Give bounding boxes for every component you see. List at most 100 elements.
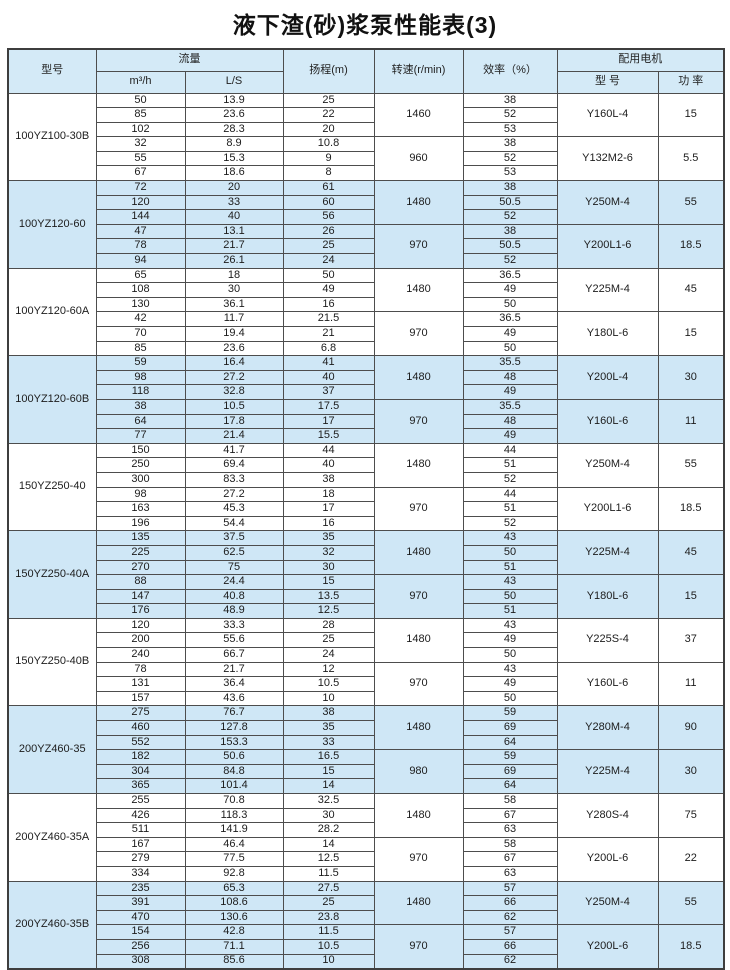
head-cell: 40 xyxy=(282,369,375,386)
table-row: 32 8.9 10.8 960 38 Y132M2-6 5.5 xyxy=(8,136,725,182)
flow-m3h-cell: 334 xyxy=(95,865,186,882)
efficiency-cell: 66 xyxy=(462,938,558,955)
flow-ls-cell: 23.6 xyxy=(184,107,284,123)
speed-cell: 970 xyxy=(373,398,464,444)
head-cell: 18 xyxy=(282,486,375,503)
flow-m3h-cell: 240 xyxy=(95,647,186,663)
flow-ls-cell: 15.3 xyxy=(184,150,284,167)
flow-m3h-cell: 65 xyxy=(95,267,186,284)
motor-model-cell: Y200L1-6 xyxy=(556,486,659,532)
head-cell: 12.5 xyxy=(282,603,375,619)
flow-ls-cell: 75 xyxy=(184,559,284,576)
flow-m3h-cell: 426 xyxy=(95,807,186,824)
speed-cell: 1480 xyxy=(373,880,464,926)
head-cell: 11.5 xyxy=(282,865,375,882)
table-row: 100YZ120-60A 65 18 50 1480 36.5 Y225M-4 45 xyxy=(7,267,725,357)
flow-m3h-cell: 78 xyxy=(95,661,186,678)
table-row: 147 40.8 13.5 50 xyxy=(8,588,724,605)
flow-ls-cell: 50.6 xyxy=(184,749,284,765)
flow-m3h-cell: 182 xyxy=(95,749,186,765)
table-row: 47 13.1 26 970 38 Y200L1-6 18.5 xyxy=(8,223,725,269)
flow-ls-cell: 66.7 xyxy=(184,647,284,663)
flow-m3h-cell: 470 xyxy=(95,909,186,926)
flow-ls-cell: 130.6 xyxy=(184,909,284,926)
efficiency-cell: 57 xyxy=(462,924,558,940)
motor-power-cell: 22 xyxy=(657,836,725,882)
motor-power-cell: 75 xyxy=(657,793,725,838)
efficiency-cell: 38 xyxy=(462,180,558,196)
head-cell: 41 xyxy=(282,355,375,371)
table-row: 144 40 56 52 xyxy=(8,209,724,225)
flow-ls-cell: 13.9 xyxy=(184,92,284,109)
efficiency-cell: 58 xyxy=(462,793,558,809)
header-flow-m3h: m³/h xyxy=(95,70,186,94)
motor-power-cell: 11 xyxy=(657,661,725,707)
speed-cell: 1480 xyxy=(373,442,464,488)
speed-cell: 960 xyxy=(373,136,464,182)
flow-ls-cell: 36.1 xyxy=(184,296,284,313)
speed-cell: 970 xyxy=(373,836,464,882)
flow-m3h-cell: 78 xyxy=(95,238,186,255)
table-row: 391 108.6 25 66 xyxy=(8,895,724,911)
table-row: 150YZ250-40B 120 33.3 28 1480 43 Y225S-4 37 xyxy=(7,617,725,707)
efficiency-cell: 67 xyxy=(462,851,558,867)
flow-ls-cell: 71.1 xyxy=(184,938,284,955)
head-cell: 38 xyxy=(282,471,375,488)
speed-cell: 970 xyxy=(373,661,464,707)
flow-m3h-cell: 460 xyxy=(95,720,186,736)
table-row: 256 71.1 10.5 66 xyxy=(8,938,724,955)
table-row: 334 92.8 11.5 63 xyxy=(8,865,724,882)
table-row: 426 118.3 30 67 xyxy=(8,807,724,824)
flow-ls-cell: 21.7 xyxy=(184,238,284,255)
head-cell: 32.5 xyxy=(282,793,375,809)
flow-ls-cell: 127.8 xyxy=(184,720,284,736)
table-row: 308 85.6 10 62 xyxy=(8,953,724,970)
table-row: 176 48.9 12.5 51 xyxy=(8,603,724,619)
flow-ls-cell: 8.9 xyxy=(184,136,284,152)
table-row: 157 43.6 10 50 xyxy=(8,690,724,707)
head-cell: 10.5 xyxy=(282,676,375,692)
efficiency-cell: 50.5 xyxy=(462,194,558,211)
flow-ls-cell: 77.5 xyxy=(184,851,284,867)
table-row: 77 21.4 15.5 49 xyxy=(8,428,724,444)
table-row: 196 54.4 16 52 xyxy=(8,515,724,532)
flow-ls-cell: 40 xyxy=(184,209,284,225)
efficiency-cell: 59 xyxy=(462,705,558,722)
flow-ls-cell: 118.3 xyxy=(184,807,284,824)
efficiency-cell: 38 xyxy=(462,92,558,109)
efficiency-cell: 49 xyxy=(462,282,558,298)
motor-model-cell: Y250M-4 xyxy=(556,442,659,488)
head-cell: 28.2 xyxy=(282,822,375,838)
flow-ls-cell: 37.5 xyxy=(184,530,284,546)
efficiency-cell: 43 xyxy=(462,661,558,678)
head-cell: 61 xyxy=(282,180,375,196)
table-row: 200 55.6 25 49 xyxy=(8,632,724,649)
flow-m3h-cell: 147 xyxy=(95,588,186,605)
flow-m3h-cell: 64 xyxy=(95,413,186,430)
model-cell: 200YZ460-35A xyxy=(7,793,97,882)
flow-ls-cell: 40.8 xyxy=(184,588,284,605)
table-row: 460 127.8 35 69 xyxy=(8,720,724,736)
motor-model-cell: Y225S-4 xyxy=(556,617,659,663)
efficiency-cell: 50 xyxy=(462,296,558,313)
motor-model-cell: Y250M-4 xyxy=(556,180,659,225)
motor-model-cell: Y200L-4 xyxy=(556,355,659,400)
header-motor-power: 功 率 xyxy=(657,70,725,94)
efficiency-cell: 52 xyxy=(462,107,558,123)
table-row: 55 15.3 9 52 xyxy=(8,150,724,167)
head-cell: 28 xyxy=(282,617,375,634)
motor-model-cell: Y225M-4 xyxy=(556,267,659,313)
head-cell: 15 xyxy=(282,763,375,780)
efficiency-cell: 50 xyxy=(462,647,558,663)
flow-ls-cell: 11.7 xyxy=(184,311,284,327)
head-cell: 10 xyxy=(282,953,375,970)
flow-m3h-cell: 144 xyxy=(95,209,186,225)
efficiency-cell: 48 xyxy=(462,369,558,386)
flow-ls-cell: 36.4 xyxy=(184,676,284,692)
flow-ls-cell: 54.4 xyxy=(184,515,284,532)
efficiency-cell: 50 xyxy=(462,690,558,707)
efficiency-cell: 44 xyxy=(462,442,558,459)
efficiency-cell: 57 xyxy=(462,880,558,897)
efficiency-cell: 64 xyxy=(462,734,558,751)
